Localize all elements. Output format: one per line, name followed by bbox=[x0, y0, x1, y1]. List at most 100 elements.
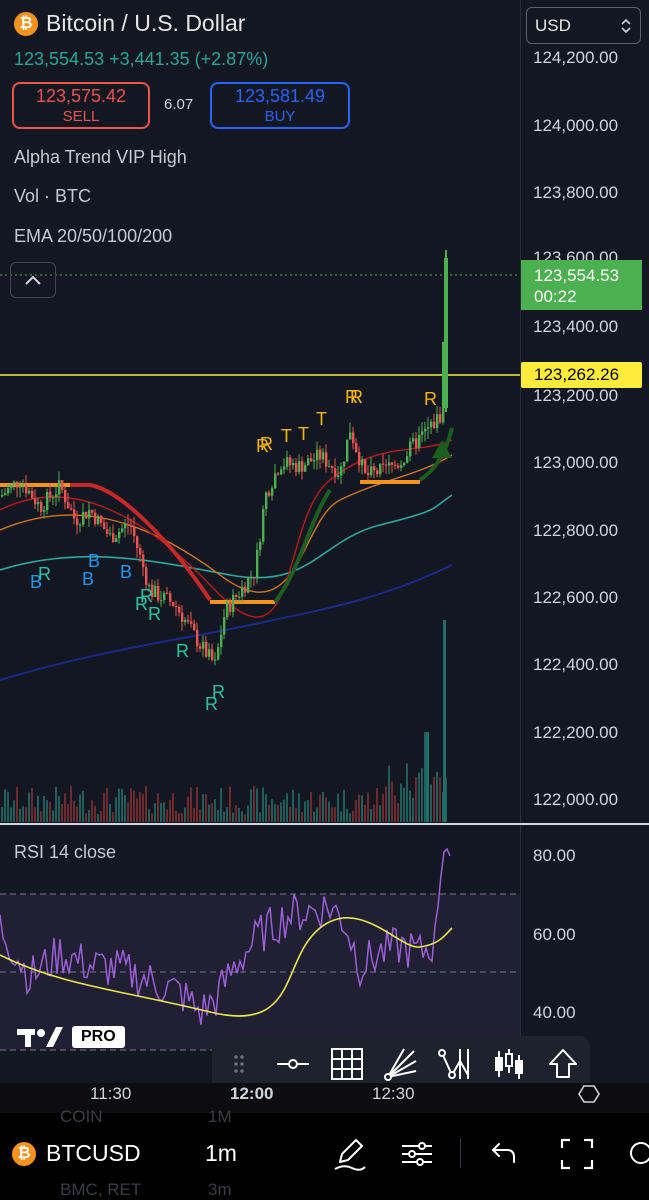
volume-bar bbox=[208, 804, 210, 822]
volume-bar bbox=[235, 805, 237, 822]
candles bbox=[1, 250, 448, 666]
signal-label: R bbox=[176, 641, 189, 661]
undo-icon[interactable] bbox=[490, 1140, 518, 1171]
volume-bar bbox=[310, 791, 312, 822]
pane-separator[interactable] bbox=[0, 823, 649, 825]
volume-bar bbox=[148, 809, 150, 822]
more-icon[interactable] bbox=[624, 1140, 649, 1171]
sell-button[interactable]: 123,575.42 SELL bbox=[12, 82, 150, 129]
time-axis[interactable] bbox=[0, 1083, 649, 1113]
volume-bar bbox=[133, 790, 135, 822]
horizontal-line-label[interactable]: 123,262.26 bbox=[521, 362, 642, 388]
volume-bar bbox=[193, 808, 195, 822]
candle-body bbox=[385, 464, 388, 466]
share-icon[interactable] bbox=[543, 1044, 583, 1084]
volume-bar bbox=[136, 798, 138, 822]
candle-body bbox=[112, 533, 115, 543]
candle-body bbox=[49, 491, 52, 498]
candle-body bbox=[304, 465, 307, 472]
volume-bar bbox=[115, 797, 117, 822]
background-row: BMC, RET bbox=[60, 1180, 142, 1199]
ema-20-line bbox=[0, 439, 453, 618]
signal-label: B bbox=[88, 551, 100, 571]
candle-body bbox=[292, 462, 295, 466]
signal-label: B bbox=[120, 562, 132, 582]
candle-body bbox=[400, 465, 403, 468]
volume-bar bbox=[172, 793, 174, 822]
candle-body bbox=[277, 473, 280, 475]
currency-select[interactable]: USD bbox=[526, 7, 641, 44]
candle-body bbox=[382, 463, 385, 465]
indicator-settings-icon[interactable] bbox=[400, 1138, 434, 1175]
alpha-trend-bull bbox=[273, 488, 332, 604]
fullscreen-icon[interactable] bbox=[560, 1138, 594, 1175]
candle-body bbox=[352, 432, 355, 444]
symbol-title[interactable]: ₿ Bitcoin / U.S. Dollar bbox=[14, 10, 245, 37]
volume-bar bbox=[34, 807, 36, 822]
candle-body bbox=[208, 649, 211, 657]
signal-label: R bbox=[345, 387, 358, 407]
volume-bar bbox=[46, 800, 48, 822]
candle-body bbox=[28, 490, 31, 494]
volume-bar bbox=[316, 807, 318, 822]
candle-body bbox=[184, 619, 187, 623]
volume-bar bbox=[373, 804, 375, 822]
candle-body bbox=[346, 439, 349, 462]
candle-body bbox=[118, 531, 121, 539]
spike-volume bbox=[443, 620, 446, 822]
volume-bar bbox=[265, 794, 267, 822]
candle-body bbox=[316, 449, 319, 461]
candle-body bbox=[115, 538, 118, 543]
signal-label: B bbox=[82, 569, 94, 589]
candle-body bbox=[190, 621, 193, 624]
settings-icon[interactable] bbox=[578, 1084, 600, 1109]
volume-bar bbox=[178, 813, 180, 822]
rsi-title[interactable]: RSI 14 close bbox=[14, 842, 117, 862]
volume-bar bbox=[40, 811, 42, 822]
buy-label: BUY bbox=[264, 108, 296, 125]
volume-bar bbox=[340, 811, 342, 822]
candle-body bbox=[226, 601, 229, 618]
candle-body bbox=[91, 509, 94, 513]
draw-pen-icon[interactable] bbox=[332, 1136, 366, 1177]
volume-bar bbox=[190, 787, 192, 822]
volume-bar bbox=[259, 812, 261, 822]
drag-handle-icon[interactable] bbox=[219, 1044, 259, 1084]
fib-fan-icon[interactable] bbox=[381, 1044, 421, 1084]
candle-body bbox=[220, 634, 223, 648]
interval-selector[interactable]: 1m bbox=[205, 1140, 237, 1166]
indicator-ema[interactable]: EMA 20/50/100/200 bbox=[14, 226, 173, 246]
signal-label: R bbox=[205, 694, 218, 714]
signal-label: R bbox=[135, 594, 148, 614]
volume-bar bbox=[262, 787, 264, 822]
volume-bar bbox=[16, 786, 18, 822]
collapse-indicators-button[interactable] bbox=[10, 262, 56, 298]
volume-bar bbox=[268, 804, 270, 822]
volume-bar bbox=[283, 799, 285, 822]
volume-bar bbox=[418, 772, 420, 822]
indicator-volume[interactable]: Vol · BTC bbox=[14, 186, 92, 206]
indicator-alpha-trend[interactable]: Alpha Trend VIP High bbox=[14, 147, 187, 167]
volume-bar bbox=[256, 788, 258, 822]
pro-badge: PRO bbox=[72, 1026, 125, 1048]
ema-100-line bbox=[0, 494, 453, 579]
sell-label: SELL bbox=[62, 108, 100, 125]
candle-body bbox=[433, 421, 436, 428]
grid-icon[interactable] bbox=[327, 1044, 367, 1084]
currency-value: USD bbox=[535, 15, 571, 35]
volume-bar bbox=[355, 800, 357, 822]
candles-icon[interactable] bbox=[489, 1044, 529, 1084]
volume-bar bbox=[52, 810, 54, 822]
signal-label: T bbox=[281, 426, 292, 446]
price-tick: 123,400.00 bbox=[533, 317, 619, 336]
candle-body bbox=[430, 421, 433, 428]
pattern-icon[interactable] bbox=[435, 1044, 475, 1084]
symbol-selector[interactable]: ₿ BTCUSD bbox=[12, 1140, 141, 1167]
volume-bar bbox=[124, 795, 126, 822]
buy-button[interactable]: 123,581.49 BUY bbox=[210, 82, 350, 129]
line-tool-icon[interactable] bbox=[273, 1044, 313, 1084]
candle-body bbox=[46, 491, 49, 511]
candle-body bbox=[379, 463, 382, 475]
bitcoin-icon: ₿ bbox=[14, 11, 38, 36]
